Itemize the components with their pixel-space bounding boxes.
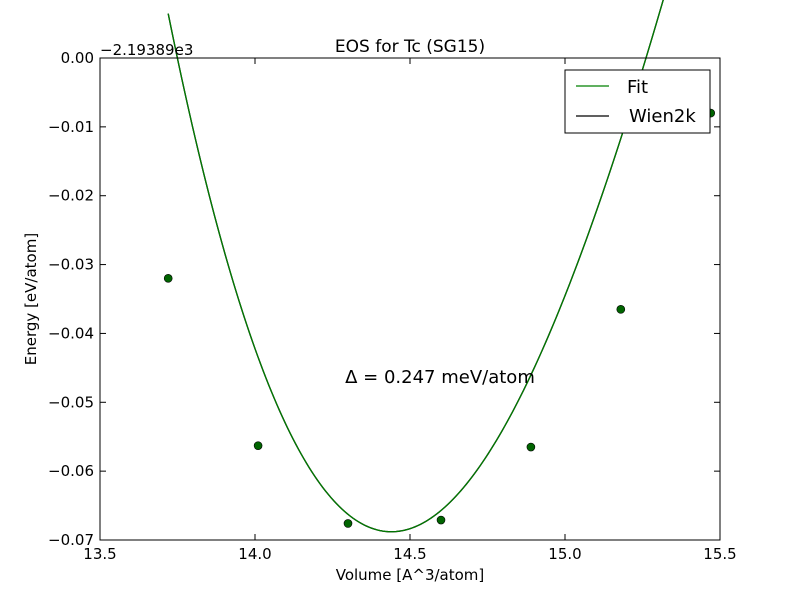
y-offset-label: −2.19389e3 [100,41,193,59]
data-point [163,274,173,283]
data-point [436,515,446,525]
x-tick-label: 15.0 [548,545,581,563]
legend-label-fit: Fit [627,77,648,98]
chart-title: EOS for Tc (SG15) [335,37,485,57]
legend: Fit Wien2k [564,69,711,134]
data-point [616,305,626,314]
data-point [526,442,536,452]
plot-area [100,58,720,540]
x-tick-label: 15.5 [703,545,736,563]
y-tick-label: 0.00 [61,49,94,67]
y-tick-label: −0.02 [48,187,94,205]
x-tick-label: 14.0 [238,545,271,563]
y-tick-label: −0.07 [48,531,94,549]
data-point [253,441,263,450]
legend-label-wien2k: Wien2k [629,106,696,127]
x-tick-label: 13.5 [83,545,116,563]
y-tick-label: −0.04 [48,324,94,342]
delta-annotation: Δ = 0.247 meV/atom [345,367,535,388]
x-tick-label: 14.5 [393,545,426,563]
plot-background [100,58,720,540]
curves-layer [167,0,664,533]
y-tick-label: −0.03 [48,256,94,274]
legend-box [564,69,711,134]
y-axis-label: Energy [eV/atom] [22,233,40,365]
x-axis-label: Volume [A^3/atom] [336,566,485,584]
data-points-layer [163,108,716,528]
series-line-fit [167,0,664,533]
y-tick-label: −0.06 [48,462,94,480]
axes-layer: 13.5 14.0 14.5 15.0 15.5 0.00 −0.01 −0.02 −0.03 −… [48,49,737,563]
y-tick-label: −0.05 [48,393,94,411]
data-point [343,519,353,528]
y-tick-label: −0.01 [48,118,94,136]
